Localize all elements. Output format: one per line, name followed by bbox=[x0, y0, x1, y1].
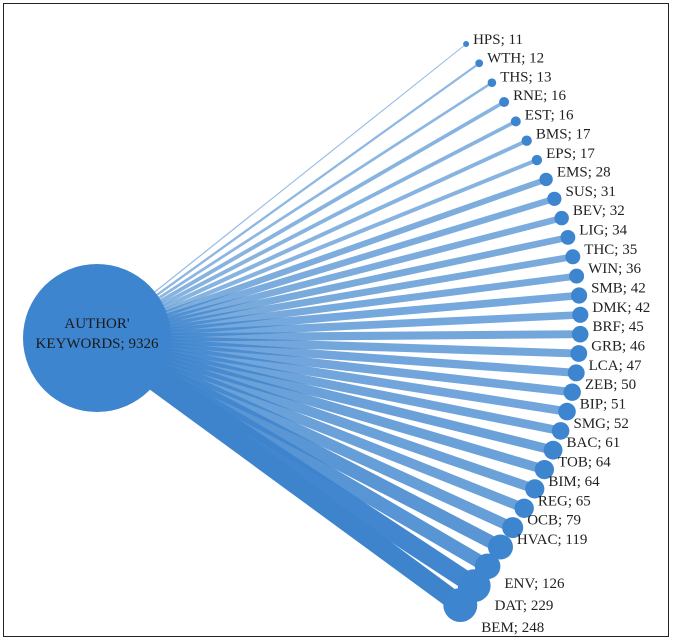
edge-zeb bbox=[96, 333, 573, 397]
node-tob bbox=[534, 460, 555, 480]
edge-eps bbox=[96, 158, 538, 340]
node-ems bbox=[539, 172, 553, 187]
node-label-env: ENV; 126 bbox=[504, 576, 565, 592]
edge-bem bbox=[90, 329, 466, 613]
node-label-bem: BEM; 248 bbox=[481, 620, 544, 636]
node-label-reg: REG; 65 bbox=[538, 493, 591, 509]
node-label-bev: BEV; 32 bbox=[573, 203, 625, 219]
node-hps bbox=[463, 41, 470, 47]
edges-group bbox=[90, 43, 581, 613]
node-label-ths: THS; 13 bbox=[500, 69, 551, 85]
node-smg bbox=[551, 422, 570, 440]
edge-lca bbox=[96, 333, 577, 377]
node-label-grb: GRB; 46 bbox=[591, 339, 645, 355]
edge-grb bbox=[96, 333, 580, 358]
edge-sus bbox=[96, 195, 556, 342]
edge-bms bbox=[96, 139, 528, 340]
node-label-rne: RNE; 16 bbox=[513, 88, 566, 104]
edge-bim bbox=[95, 333, 537, 494]
node-label-smb: SMB; 42 bbox=[591, 281, 646, 297]
node-label-zeb: ZEB; 50 bbox=[585, 377, 636, 393]
edge-ems bbox=[95, 176, 548, 341]
edge-rne bbox=[96, 100, 505, 340]
node-brf bbox=[571, 325, 589, 343]
node-bms bbox=[521, 135, 532, 146]
edge-smg bbox=[96, 333, 562, 436]
node-ocb bbox=[502, 517, 524, 539]
hub-label-line1: AUTHOR' bbox=[64, 316, 129, 332]
node-rne bbox=[499, 97, 510, 107]
node-label-eps: EPS; 17 bbox=[546, 146, 595, 162]
node-label-hps: HPS; 11 bbox=[473, 32, 523, 48]
node-label-bac: BAC; 61 bbox=[567, 435, 621, 451]
edge-bac bbox=[95, 333, 555, 455]
edge-bip bbox=[96, 333, 568, 416]
node-bac bbox=[543, 440, 563, 460]
node-label-bim: BIM; 64 bbox=[548, 474, 600, 490]
node-label-hvac: HVAC; 119 bbox=[517, 532, 587, 548]
edge-wth bbox=[96, 62, 480, 339]
edge-hps bbox=[96, 43, 467, 339]
node-zeb bbox=[563, 383, 581, 401]
hub-label-line2: KEYWORDS; 9326 bbox=[36, 336, 159, 352]
node-bem bbox=[443, 588, 478, 622]
node-label-wth: WTH; 12 bbox=[487, 50, 544, 66]
node-grb bbox=[570, 345, 588, 362]
node-label-tob: TOB; 64 bbox=[558, 455, 611, 471]
node-label-lig: LIG; 34 bbox=[579, 222, 627, 238]
node-label-smg: SMG; 52 bbox=[574, 416, 629, 432]
node-label-thc: THC; 35 bbox=[584, 242, 637, 258]
node-label-bms: BMS; 17 bbox=[536, 127, 591, 143]
node-wth bbox=[475, 59, 484, 68]
node-label-bip: BIP; 51 bbox=[580, 397, 626, 413]
edge-ocb bbox=[94, 332, 515, 533]
node-sus bbox=[547, 191, 562, 206]
node-label-sus: SUS; 31 bbox=[566, 184, 616, 200]
hub-node bbox=[23, 264, 171, 412]
node-label-est: EST; 16 bbox=[525, 107, 574, 123]
hub-group: AUTHOR' KEYWORDS; 9326 bbox=[23, 264, 171, 412]
edge-ths bbox=[96, 81, 493, 340]
node-label-win: WIN; 36 bbox=[588, 261, 641, 277]
edge-est bbox=[96, 119, 517, 340]
node-label-ocb: OCB; 79 bbox=[527, 513, 581, 529]
node-hvac bbox=[488, 534, 513, 560]
edge-tob bbox=[95, 333, 546, 475]
node-smb bbox=[571, 287, 588, 304]
node-lig bbox=[560, 230, 576, 245]
node-label-dat: DAT; 229 bbox=[495, 598, 554, 614]
node-bim bbox=[525, 479, 545, 499]
node-bip bbox=[558, 402, 576, 421]
edge-hvac bbox=[93, 331, 504, 553]
edge-reg bbox=[95, 333, 526, 513]
node-bev bbox=[554, 210, 569, 226]
node-label-brf: BRF; 45 bbox=[593, 319, 644, 335]
node-est bbox=[510, 116, 521, 127]
node-lca bbox=[567, 364, 585, 382]
node-thc bbox=[565, 249, 581, 265]
node-ths bbox=[487, 78, 497, 87]
node-label-dmk: DMK; 42 bbox=[592, 300, 650, 316]
node-dmk bbox=[572, 306, 589, 323]
node-reg bbox=[514, 498, 534, 518]
nodes-group bbox=[443, 41, 589, 622]
node-label-ems: EMS; 28 bbox=[557, 164, 611, 180]
node-win bbox=[569, 268, 585, 284]
node-eps bbox=[531, 154, 543, 166]
node-label-lca: LCA; 47 bbox=[589, 358, 642, 374]
labels-group: HPS; 11 WTH; 12 THS; 13 RNE; 16 EST; 16 BMS; … bbox=[473, 32, 650, 636]
